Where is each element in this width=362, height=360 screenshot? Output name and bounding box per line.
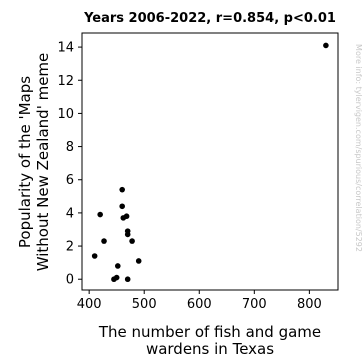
y-tick-label: 2 [66, 240, 74, 255]
y-tick-label: 4 [66, 206, 74, 221]
data-point [119, 186, 125, 193]
data-point [135, 258, 142, 264]
x-tick-label: 700 [242, 297, 267, 312]
x-tick-label: 400 [77, 297, 102, 312]
data-point [129, 238, 135, 244]
data-point [97, 211, 103, 218]
x-axis-title-line-2: wardens in Texas [146, 340, 274, 358]
x-axis-title-line-1: The number of fish and game [98, 323, 321, 341]
data-point [119, 203, 125, 210]
x-tick-label: 800 [297, 297, 322, 312]
y-tick-label: 6 [66, 173, 74, 188]
y-tick-label: 0 [66, 273, 74, 288]
y-axis-title-line-1: Popularity of the 'Maps [16, 76, 34, 248]
y-tick-label: 10 [57, 107, 74, 122]
data-point [323, 42, 329, 49]
plot-frame [81, 32, 339, 291]
x-tick-label: 500 [132, 297, 157, 312]
y-tick-label: 12 [57, 74, 74, 89]
chart-title: Years 2006-2022, r=0.854, p<0.01 [83, 11, 336, 26]
data-point [123, 213, 130, 220]
data-point [114, 263, 121, 269]
watermark: More info: tylervigen.com/spurious/corre… [354, 44, 362, 252]
data-point [124, 231, 131, 238]
data-point [124, 276, 131, 283]
data-point [101, 238, 107, 244]
y-axis-title: Popularity of the 'Maps Without New Zeal… [16, 53, 52, 272]
data-point [113, 274, 120, 281]
x-axis-title: The number of fish and game wardens in T… [98, 323, 321, 358]
y-axis-title-line-2: Without New Zealand' meme [34, 53, 52, 272]
data-point [91, 253, 98, 259]
x-tick-label: 600 [187, 297, 212, 312]
y-tick-label: 8 [66, 140, 74, 155]
y-tick-label: 14 [57, 41, 74, 56]
